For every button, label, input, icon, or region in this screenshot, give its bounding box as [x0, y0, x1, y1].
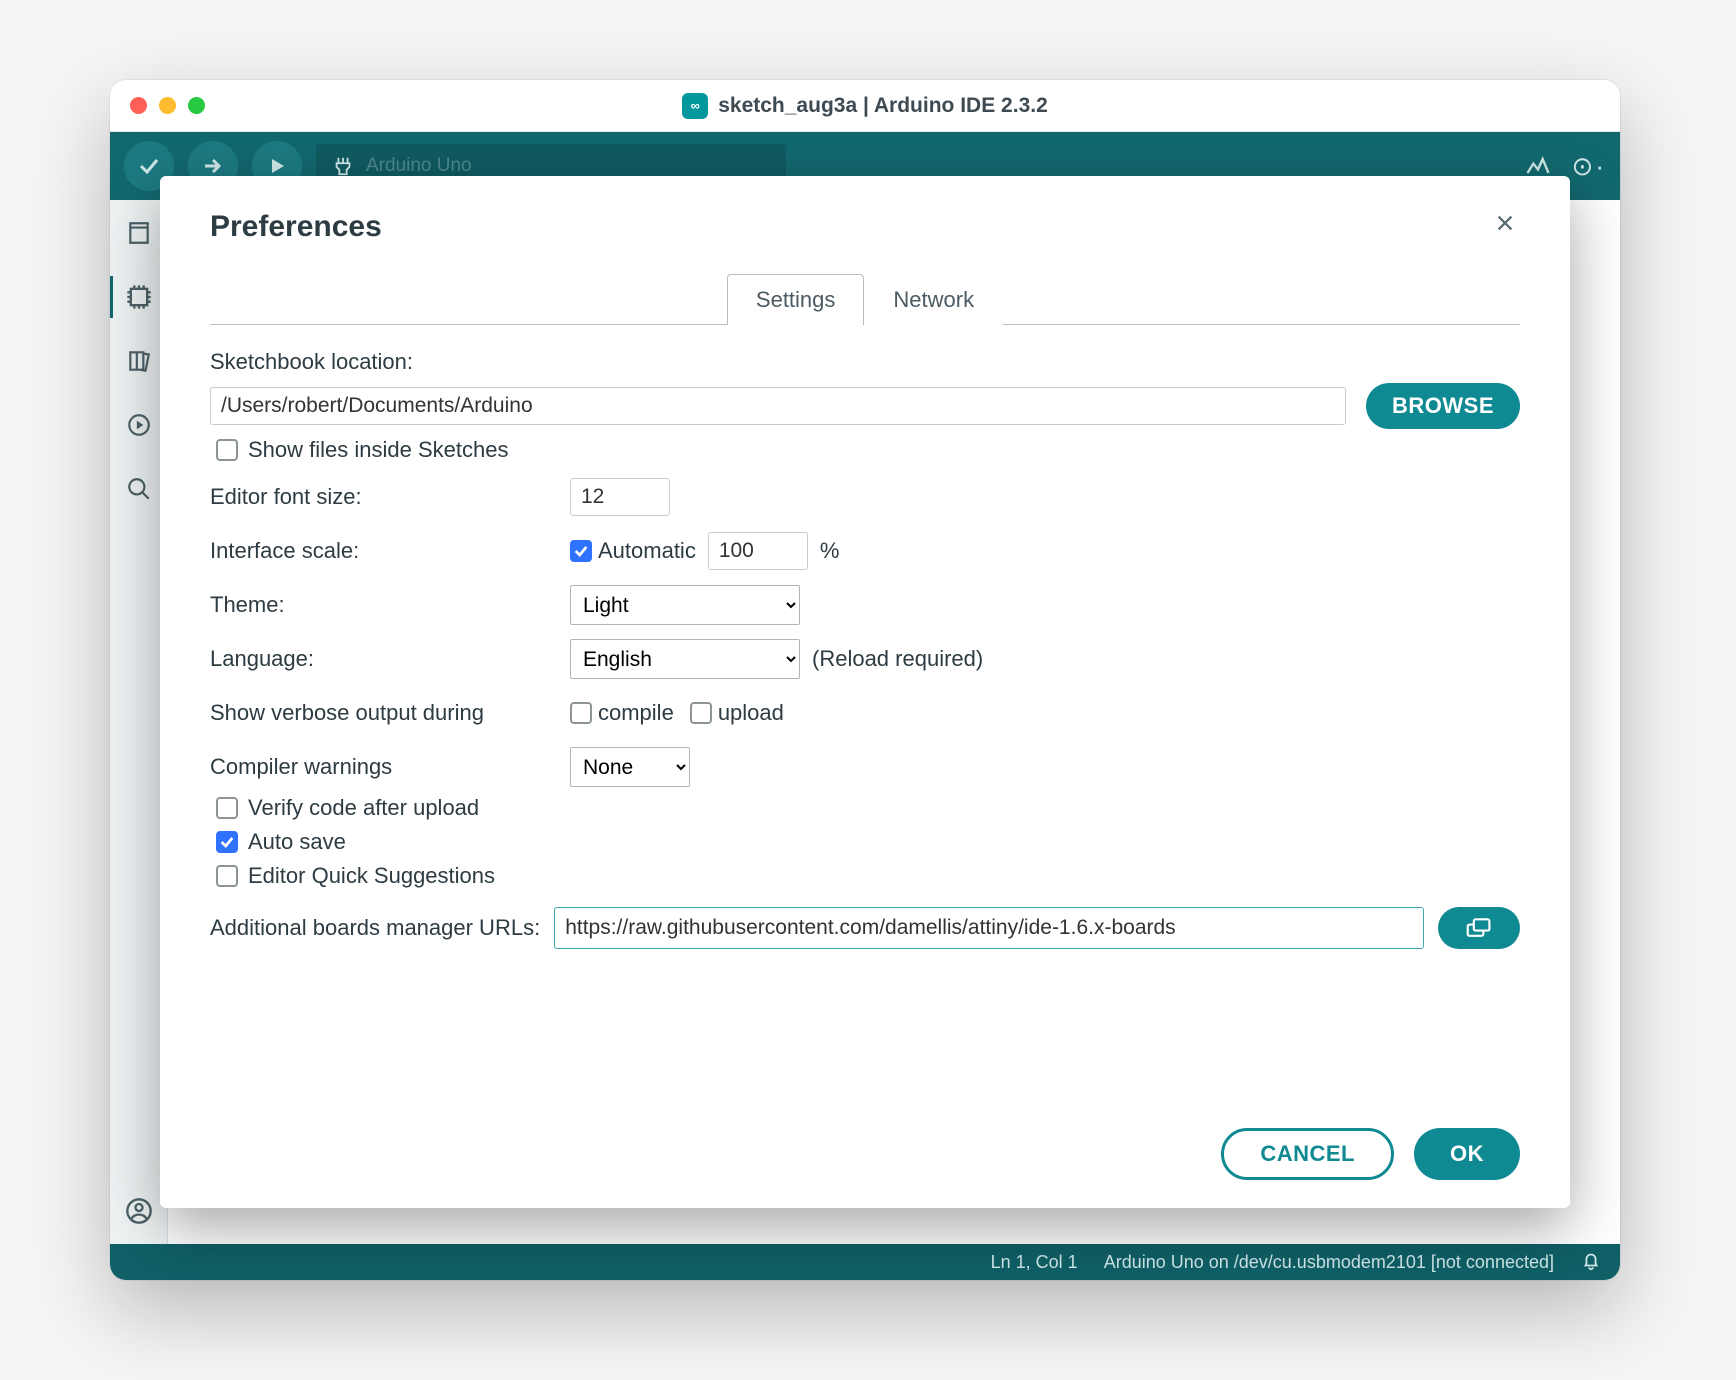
boards-urls-label: Additional boards manager URLs:	[210, 915, 540, 941]
autosave-label: Auto save	[248, 829, 346, 855]
statusbar: Ln 1, Col 1 Arduino Uno on /dev/cu.usbmo…	[110, 1244, 1620, 1280]
boards-urls-input[interactable]	[554, 907, 1424, 949]
sketchbook-tab-icon[interactable]	[124, 218, 154, 248]
board-selector-label: Arduino Uno	[366, 155, 472, 177]
automatic-label: Automatic	[598, 538, 696, 564]
compiler-warnings-select[interactable]: None	[570, 747, 690, 787]
language-select[interactable]: English	[570, 639, 800, 679]
theme-label: Theme:	[210, 592, 570, 618]
theme-select[interactable]: Light	[570, 585, 800, 625]
tab-network[interactable]: Network	[864, 274, 1003, 325]
arduino-icon: ∞	[682, 93, 708, 119]
percent-label: %	[820, 538, 840, 564]
upload-label: upload	[718, 700, 784, 726]
dialog-title: Preferences	[210, 210, 382, 244]
settings-form: Sketchbook location: BROWSE Show files i…	[210, 349, 1520, 949]
sketchbook-path-input[interactable]	[210, 387, 1346, 425]
automatic-scale-checkbox[interactable]	[570, 540, 592, 562]
font-size-input[interactable]	[570, 478, 670, 516]
window-close-button[interactable]	[130, 97, 147, 114]
serial-monitor-icon[interactable]: ⊙·	[1572, 151, 1606, 182]
browse-button[interactable]: BROWSE	[1366, 383, 1520, 429]
font-size-label: Editor font size:	[210, 484, 570, 510]
compiler-warnings-label: Compiler warnings	[210, 754, 570, 780]
library-manager-tab-icon[interactable]	[124, 346, 154, 376]
verbose-upload-checkbox[interactable]	[690, 702, 712, 724]
quick-suggestions-checkbox[interactable]	[216, 865, 238, 887]
language-label: Language:	[210, 646, 570, 672]
notifications-icon[interactable]	[1580, 1249, 1602, 1276]
verify-after-upload-label: Verify code after upload	[248, 795, 479, 821]
interface-scale-label: Interface scale:	[210, 538, 570, 564]
traffic-lights	[130, 97, 205, 114]
titlebar: ∞ sketch_aug3a | Arduino IDE 2.3.2	[110, 80, 1620, 132]
cursor-position: Ln 1, Col 1	[991, 1252, 1078, 1273]
board-status: Arduino Uno on /dev/cu.usbmodem2101 [not…	[1104, 1252, 1554, 1273]
verbose-label: Show verbose output during	[210, 700, 570, 726]
compile-label: compile	[598, 700, 674, 726]
reload-hint: (Reload required)	[812, 646, 983, 672]
windows-icon	[1466, 918, 1492, 938]
search-tab-icon[interactable]	[124, 474, 154, 504]
debug-tab-icon[interactable]	[124, 410, 154, 440]
verify-after-upload-checkbox[interactable]	[216, 797, 238, 819]
cancel-button[interactable]: CANCEL	[1221, 1128, 1394, 1180]
account-icon[interactable]	[124, 1196, 154, 1226]
tab-settings[interactable]: Settings	[727, 274, 865, 325]
show-files-label: Show files inside Sketches	[248, 437, 508, 463]
edit-urls-button[interactable]	[1438, 907, 1520, 949]
sketchbook-label: Sketchbook location:	[210, 349, 1520, 375]
preferences-dialog: Preferences Settings Network Sketchbook …	[160, 176, 1570, 1208]
window-zoom-button[interactable]	[188, 97, 205, 114]
quick-suggestions-label: Editor Quick Suggestions	[248, 863, 495, 889]
window-minimize-button[interactable]	[159, 97, 176, 114]
show-files-checkbox[interactable]	[216, 439, 238, 461]
scale-percent-input[interactable]	[708, 532, 808, 570]
dialog-tabs: Settings Network	[210, 273, 1520, 325]
verbose-compile-checkbox[interactable]	[570, 702, 592, 724]
window-title: sketch_aug3a | Arduino IDE 2.3.2	[718, 94, 1048, 118]
autosave-checkbox[interactable]	[216, 831, 238, 853]
close-icon[interactable]	[1490, 208, 1520, 245]
boards-manager-tab-icon[interactable]	[124, 282, 154, 312]
ok-button[interactable]: OK	[1414, 1128, 1520, 1180]
